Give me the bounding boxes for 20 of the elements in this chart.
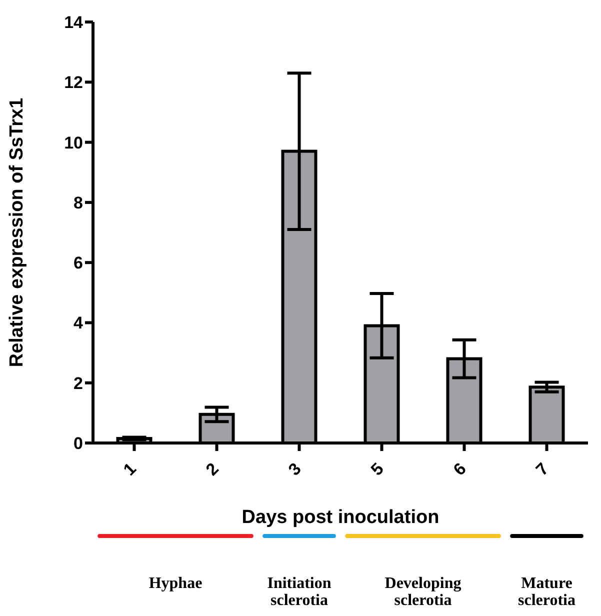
text: Initiation sclerotia — [267, 575, 332, 609]
x-tick-label: 7 — [532, 459, 552, 480]
text: Developing sclerotia — [384, 575, 462, 609]
x-tick-label: 6 — [450, 459, 470, 480]
x-tick-label: 3 — [284, 459, 305, 480]
y-axis-title: Relative expression of SsTrx1 — [6, 97, 28, 368]
y-tick-label: 0 — [74, 434, 83, 454]
y-tick-label: 6 — [74, 254, 83, 273]
y-tick-label: 10 — [64, 133, 83, 152]
y-tick-label: 12 — [64, 73, 83, 92]
y-tick-label: 14 — [64, 13, 84, 32]
x-tick-label: 2 — [202, 459, 222, 480]
x-tick-label: 5 — [367, 459, 388, 480]
x-axis-title: Days post inoculation — [242, 507, 440, 528]
text: Mature sclerotia — [518, 575, 576, 609]
text: Hyphae — [148, 575, 202, 592]
y-tick-label: 8 — [74, 193, 83, 212]
y-tick-label: 4 — [74, 314, 84, 333]
x-tick-label: 1 — [120, 459, 140, 480]
y-tick-label: 2 — [74, 374, 83, 393]
